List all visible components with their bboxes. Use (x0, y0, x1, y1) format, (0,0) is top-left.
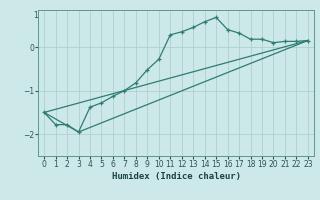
Text: 1: 1 (34, 11, 38, 20)
X-axis label: Humidex (Indice chaleur): Humidex (Indice chaleur) (111, 172, 241, 181)
